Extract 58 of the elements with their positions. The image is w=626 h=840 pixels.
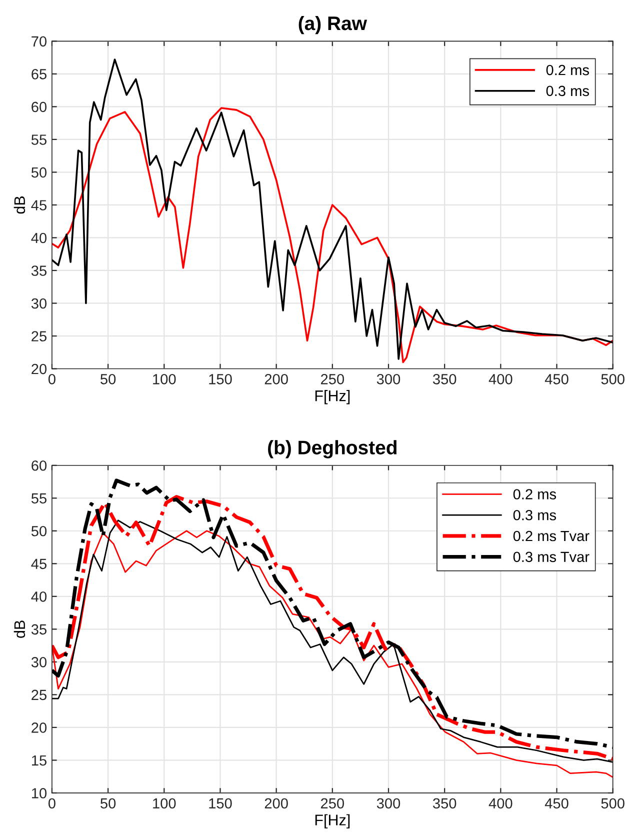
x-tick-label: 350 [432, 798, 456, 809]
x-tick-label: 0 [48, 798, 56, 809]
y-tick-label: 60 [32, 102, 47, 112]
y-tick-label: 30 [31, 298, 47, 309]
y-tick-label: 55 [31, 134, 46, 145]
y-tick-label: 60 [32, 460, 47, 471]
x-tick-label: 500 [601, 374, 624, 384]
legend-label: 0.2 ms Tvar [513, 530, 590, 542]
y-tick-label: 40 [31, 232, 47, 244]
y-axis-title: dB [14, 620, 26, 638]
y-tick-label: 45 [31, 558, 46, 570]
y-tick-label: 30 [31, 657, 47, 668]
y-tick-label: 15 [32, 755, 46, 766]
x-tick-label: 200 [264, 374, 288, 384]
x-tick-label: 450 [544, 798, 568, 809]
x-tick-label: 250 [320, 798, 344, 809]
y-tick-label: 10 [32, 788, 47, 798]
y-tick-label: 65 [32, 69, 46, 80]
chart-title: (b) Deghosted [268, 440, 396, 458]
x-tick-label: 150 [209, 374, 232, 384]
y-tick-label: 20 [32, 364, 47, 374]
y-tick-label: 55 [31, 493, 46, 504]
chart-title: (a) Raw [298, 16, 368, 34]
x-tick-label: 100 [153, 374, 176, 384]
y-tick-label: 35 [31, 624, 46, 635]
y-tick-label: 40 [31, 592, 47, 602]
x-tick-label: 250 [320, 374, 344, 384]
y-tick-label: 25 [32, 331, 46, 342]
y-tick-label: 25 [32, 690, 46, 700]
x-tick-label: 150 [209, 798, 232, 809]
line-series [52, 107, 613, 364]
x-tick-label: 400 [488, 374, 512, 384]
y-tick-label: 45 [31, 200, 46, 210]
x-tick-label: 350 [432, 374, 456, 384]
legend-label: 0.2 ms [513, 489, 556, 500]
x-tick-label: 500 [601, 798, 624, 809]
y-tick-label: 20 [32, 722, 47, 733]
y-tick-label: 50 [31, 167, 47, 178]
x-tick-label: 200 [264, 798, 288, 809]
x-tick-label: 400 [488, 798, 512, 809]
y-tick-label: 70 [32, 36, 47, 47]
legend-label: 0.2 ms [546, 64, 589, 76]
x-tick-label: 300 [376, 798, 400, 809]
x-tick-label: 50 [100, 374, 116, 384]
y-tick-label: 50 [31, 526, 47, 536]
x-tick-label: 100 [153, 798, 176, 809]
y-tick-label: 35 [31, 266, 46, 276]
legend-label: 0.3 ms [513, 510, 556, 520]
x-axis-title: F[Hz] [315, 390, 350, 404]
legend-label: 0.3 ms [546, 86, 589, 96]
x-tick-label: 300 [376, 374, 400, 384]
legend-label: 0.3 ms Tvar [513, 552, 590, 562]
line-series [52, 58, 613, 360]
y-axis-title: dB [14, 196, 26, 214]
x-tick-label: 450 [544, 374, 568, 384]
x-axis-title: F[Hz] [315, 814, 350, 828]
x-tick-label: 0 [48, 374, 56, 384]
x-tick-label: 50 [100, 798, 116, 809]
